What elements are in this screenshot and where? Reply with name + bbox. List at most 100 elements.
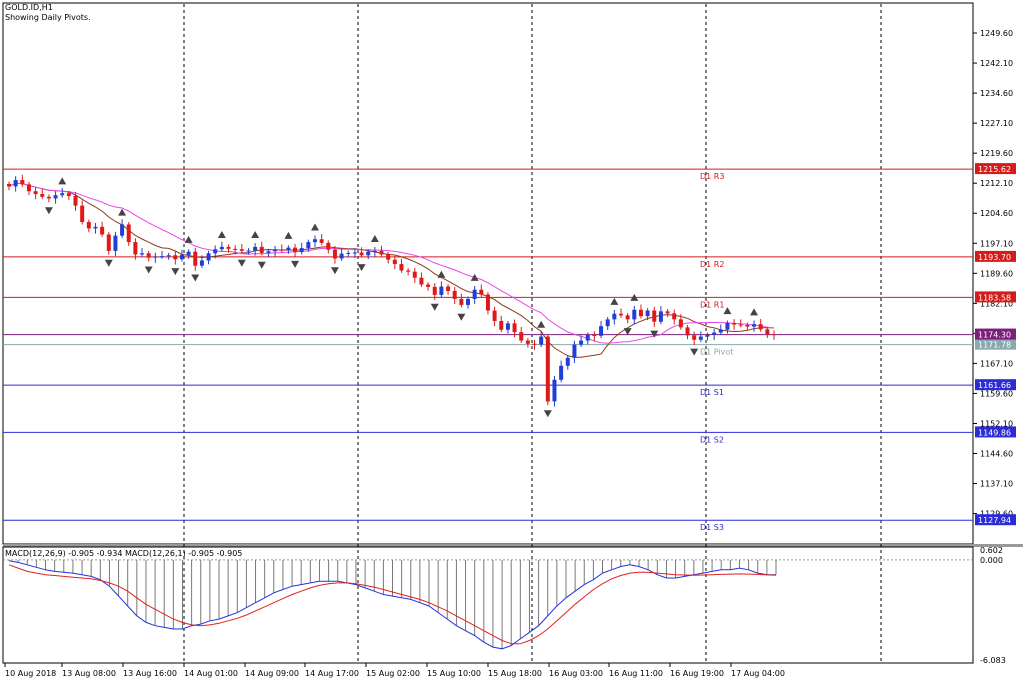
macd-pane-frame: [2, 546, 974, 664]
bull-candle: [153, 256, 158, 258]
time-tick-label: 14 Aug 17:00: [305, 669, 359, 678]
pivot-label-d1-r1: D1 R1: [700, 300, 724, 309]
time-tick-label: 14 Aug 09:00: [245, 669, 299, 678]
bull-candle: [612, 313, 617, 320]
time-tick-label: 13 Aug 08:00: [62, 669, 116, 678]
bull-candle: [266, 251, 271, 253]
bull-candle: [213, 249, 218, 254]
bull-candle: [718, 329, 723, 333]
price-tick-label: 1182.10: [980, 299, 1013, 308]
moving-averages: [8, 182, 775, 358]
bull-candle: [752, 324, 757, 327]
bull-candle: [565, 357, 570, 366]
pivot-tag-d1-r3: [975, 163, 1016, 175]
time-tick-label: 10 Aug 2018: [5, 669, 56, 678]
pivot-label-d1-pivot: D1 Pivot: [700, 348, 733, 357]
bear-candle: [745, 324, 750, 327]
bear-candle: [66, 193, 71, 197]
bear-candle: [758, 324, 763, 330]
fractal-up-marker: [251, 231, 260, 239]
macd-header: MACD(12,26,9) -0.905 -0.934 MACD(12,26,1…: [5, 549, 243, 558]
bull-candle: [60, 193, 65, 196]
bear-candle: [399, 264, 404, 271]
bull-candle: [352, 252, 357, 254]
bull-candle: [179, 254, 184, 260]
price-tick-label: 1234.60: [980, 89, 1013, 98]
bear-candle: [412, 271, 417, 278]
fractal-down-marker: [330, 267, 339, 275]
pivot-tag-text-d1-pivot: 1171.78: [978, 341, 1011, 350]
bull-candle: [505, 323, 510, 330]
bear-candle: [665, 311, 670, 314]
bear-candle: [499, 320, 504, 330]
fractal-down-marker: [457, 313, 466, 321]
fractal-up-marker: [284, 231, 293, 239]
macd-tick-label: 0.000: [980, 556, 1003, 565]
slow-moving-average: [8, 182, 775, 344]
bear-candle: [259, 246, 264, 253]
time-tick-label: 13 Aug 16:00: [123, 669, 177, 678]
fractal-up-marker: [723, 307, 732, 315]
bear-candle: [332, 249, 337, 259]
current-price-tag: [975, 328, 1016, 340]
time-tick-label: 16 Aug 11:00: [609, 669, 663, 678]
bull-candle: [559, 365, 564, 380]
bear-candle: [40, 194, 45, 197]
bear-candle: [545, 336, 550, 402]
fractal-up-marker: [184, 235, 193, 243]
fractal-up-marker: [370, 235, 379, 243]
price-tick-label: 1212.10: [980, 179, 1013, 188]
bull-candle: [246, 250, 251, 252]
bull-candle: [466, 298, 470, 305]
bear-candle: [46, 196, 51, 199]
macd-tick-label: -6.083: [980, 656, 1006, 665]
bull-candle: [712, 332, 717, 335]
fractal-markers: [44, 177, 759, 418]
bear-candle: [193, 251, 198, 266]
price-tick-label: 1242.10: [980, 59, 1013, 68]
bear-candle: [459, 298, 464, 305]
pivot-tag-d1-r1: [975, 291, 1016, 303]
time-tick-label: 17 Aug 04:00: [731, 669, 785, 678]
bear-candle: [26, 184, 31, 192]
bear-candle: [146, 253, 151, 258]
bull-candle: [199, 260, 204, 266]
macd-line: [8, 560, 777, 650]
pivot-tag-text-d1-s2: 1149.86: [978, 428, 1011, 437]
bear-candle: [652, 310, 657, 322]
bear-candle: [685, 327, 690, 336]
bear-candle: [432, 286, 437, 295]
price-tick-label: 1197.10: [980, 239, 1013, 248]
bear-candle: [519, 332, 524, 341]
bull-candle: [552, 379, 557, 402]
time-tick-label: 15 Aug 18:00: [488, 669, 542, 678]
time-tick-label: 15 Aug 02:00: [366, 669, 420, 678]
bull-candle: [306, 242, 311, 249]
pivot-tag-text-d1-s1: 1161.66: [978, 381, 1011, 390]
bear-candle: [86, 222, 91, 229]
bear-candle: [678, 319, 683, 328]
bull-candle: [599, 326, 604, 336]
bull-candle: [472, 289, 477, 299]
bear-candle: [126, 224, 131, 243]
bear-candle: [279, 249, 284, 251]
bull-candle: [579, 340, 584, 345]
bear-candle: [239, 249, 244, 251]
pane-separator[interactable]: [3, 544, 1023, 547]
bull-candle: [140, 253, 145, 255]
macd-signal-line: [8, 564, 777, 645]
macd-indicator: [3, 559, 973, 650]
fractal-down-marker: [650, 330, 659, 338]
pivot-label-d1-r3: D1 R3: [700, 172, 724, 181]
bull-candle: [93, 226, 98, 229]
bear-candle: [772, 334, 776, 336]
bull-candle: [632, 309, 637, 320]
price-tick-label: 1129.60: [980, 510, 1013, 519]
fractal-down-marker: [690, 348, 699, 356]
bear-candle: [692, 335, 697, 340]
bear-candle: [479, 289, 484, 295]
bear-candle: [233, 248, 238, 250]
